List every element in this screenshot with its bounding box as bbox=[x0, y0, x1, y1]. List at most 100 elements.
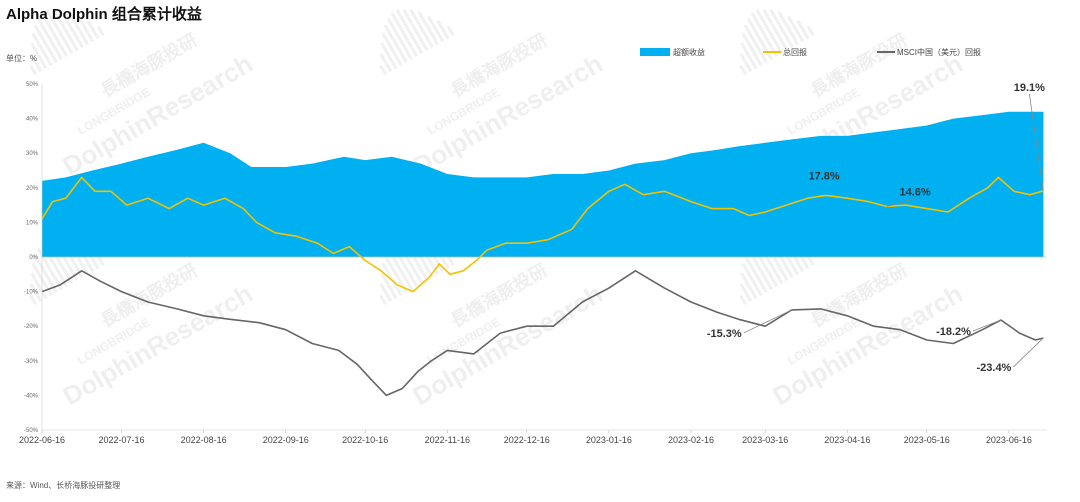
y-tick-label: 0% bbox=[29, 255, 38, 261]
x-tick-label: 2022-07-16 bbox=[98, 435, 144, 445]
watermark-bar bbox=[741, 32, 763, 67]
x-tick-label: 2022-09-16 bbox=[263, 435, 309, 445]
y-tick-label: 10% bbox=[26, 220, 39, 226]
watermark-bar bbox=[740, 272, 758, 300]
y-tick-label: 30% bbox=[26, 151, 39, 157]
watermark-bar bbox=[739, 64, 747, 76]
annotation-leader bbox=[1028, 93, 1044, 191]
watermark-bar bbox=[379, 283, 393, 303]
legend-label-excess: 超额收益 bbox=[673, 47, 705, 57]
unit-label: 单位：% bbox=[6, 53, 37, 63]
watermark-bar bbox=[739, 294, 747, 306]
x-tick-label: 2023-02-16 bbox=[668, 435, 714, 445]
watermark-bar bbox=[743, 24, 768, 64]
x-tick-label: 2023-05-16 bbox=[904, 435, 950, 445]
watermark-bar bbox=[96, 25, 105, 37]
watermark-bar bbox=[86, 20, 100, 40]
y-tick-label: -10% bbox=[24, 290, 39, 296]
y-tick-label: -20% bbox=[24, 324, 39, 330]
annotation-leader bbox=[886, 198, 916, 207]
watermark-bar bbox=[30, 42, 48, 70]
watermark-bar bbox=[395, 9, 424, 55]
y-axis: 50% 40% 30% 20% 10% 0% -10% -20% -30% -40% -50% bbox=[24, 82, 43, 434]
legend-label-total: 总回报 bbox=[783, 47, 807, 57]
x-tick-label: 2022-06-16 bbox=[19, 435, 65, 445]
x-tick-label: 2022-08-16 bbox=[181, 435, 227, 445]
legend: 超额收益 总回报 MSCI中国（美元）回报 bbox=[640, 47, 981, 57]
watermark-bar bbox=[77, 15, 95, 43]
watermark-bar bbox=[746, 247, 773, 291]
y-tick-label: -40% bbox=[24, 393, 39, 399]
series-area-excess bbox=[42, 111, 1044, 257]
watermark-bar bbox=[740, 42, 758, 70]
watermark-bar bbox=[36, 17, 63, 61]
watermark-bar bbox=[379, 53, 393, 73]
chart-title: Alpha Dolphin 组合累计收益 bbox=[6, 5, 202, 23]
y-tick-label: 40% bbox=[26, 117, 39, 123]
watermark-bar bbox=[409, 9, 434, 49]
watermark-bar bbox=[40, 12, 69, 58]
watermark-bar bbox=[402, 8, 429, 52]
watermark-bar bbox=[446, 255, 455, 267]
watermark-bar bbox=[386, 247, 413, 291]
watermark-bar bbox=[769, 9, 794, 49]
watermark-bar bbox=[446, 25, 455, 37]
series-line-total bbox=[41, 176, 1044, 293]
watermark-bar bbox=[33, 254, 58, 294]
x-tick-label: 2022-10-16 bbox=[342, 435, 388, 445]
watermark-bar bbox=[383, 254, 408, 294]
annotation-label: 19.1% bbox=[1014, 82, 1045, 94]
watermark-bar bbox=[787, 15, 805, 43]
x-tick-label: 2022-12-16 bbox=[504, 435, 550, 445]
source-note: 来源：Wind、长桥海豚投研整理 bbox=[6, 480, 120, 490]
annotation-label: -23.4% bbox=[976, 362, 1011, 374]
watermark-bar bbox=[29, 53, 43, 73]
watermark-bar bbox=[380, 272, 398, 300]
watermark-bar bbox=[806, 25, 815, 37]
annotation-label: -15.3% bbox=[707, 328, 742, 340]
y-tick-label: 50% bbox=[26, 82, 39, 88]
watermark-bar bbox=[746, 17, 773, 61]
watermark-bar bbox=[755, 9, 784, 55]
legend-label-msci: MSCI中国（美元）回报 bbox=[897, 47, 981, 57]
watermark-bar bbox=[33, 24, 58, 64]
watermark-bar bbox=[743, 254, 768, 294]
watermark-bar bbox=[379, 64, 387, 76]
watermark-bar bbox=[741, 262, 763, 297]
annotation-leader bbox=[743, 309, 792, 334]
watermark-bar bbox=[383, 24, 408, 64]
annotation-label: -18.2% bbox=[936, 326, 971, 338]
watermark-bar bbox=[67, 11, 89, 46]
watermark-bar bbox=[750, 12, 779, 58]
watermark-bar bbox=[379, 294, 387, 306]
watermark-bar bbox=[739, 283, 753, 303]
annotation-label: 14.6% bbox=[899, 186, 930, 198]
annotation-leader bbox=[1013, 337, 1044, 368]
watermark-bar bbox=[380, 42, 398, 70]
y-tick-label: 20% bbox=[26, 186, 39, 192]
legend-swatch-excess bbox=[640, 48, 670, 56]
x-tick-label: 2023-01-16 bbox=[586, 435, 632, 445]
watermark-bar bbox=[762, 8, 789, 52]
watermark-bar bbox=[59, 9, 84, 49]
x-tick-label: 2022-11-16 bbox=[425, 435, 470, 445]
annotations: 19.1% 17.8% 14.6% -15.3% -18.2% -23.4% bbox=[707, 82, 1045, 374]
watermark-bar bbox=[29, 283, 43, 303]
watermark-bar bbox=[31, 32, 53, 67]
x-tick-label: 2023-04-16 bbox=[824, 435, 870, 445]
watermark-bar bbox=[390, 12, 419, 58]
watermark-bar bbox=[739, 53, 753, 73]
annotation-leader bbox=[972, 319, 1002, 332]
watermark-bar bbox=[29, 294, 37, 306]
x-axis: 2022-06-16 2022-07-16 2022-08-16 2022-09-16… bbox=[19, 429, 1046, 445]
annotation-label: 17.8% bbox=[809, 170, 840, 182]
plot-area bbox=[41, 111, 1046, 397]
watermark-bar bbox=[52, 8, 79, 52]
watermark-bar bbox=[806, 255, 815, 267]
watermark-bar bbox=[381, 32, 403, 67]
watermark-bar bbox=[30, 272, 48, 300]
watermark-bar bbox=[45, 9, 74, 55]
watermark-bar bbox=[436, 20, 450, 40]
x-tick-label: 2023-06-16 bbox=[986, 435, 1032, 445]
